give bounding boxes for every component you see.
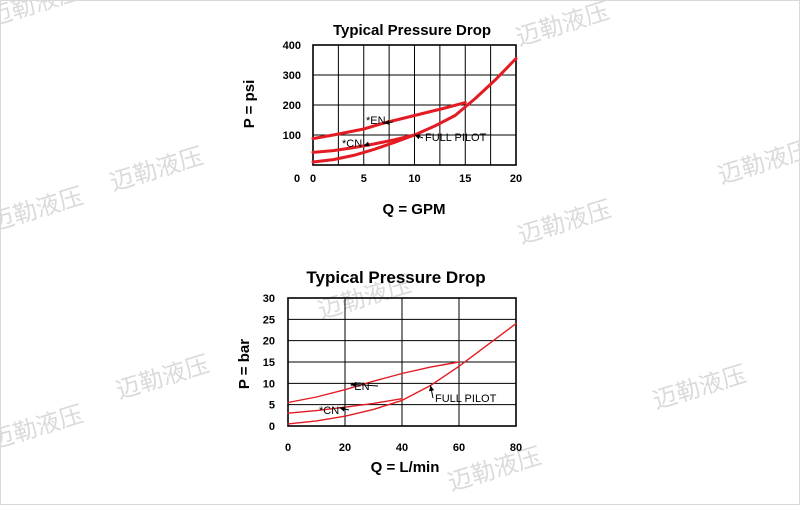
annotation-label: *CN [342, 138, 362, 150]
watermark: 迈勒液压 [113, 350, 213, 405]
y-tick-label: 0 [269, 421, 275, 433]
watermark: 迈勒液压 [513, 1, 613, 52]
watermark: 迈勒液压 [650, 360, 750, 415]
x-axis-label: Q = L/min [371, 459, 440, 476]
annotation-label: *CN [319, 405, 339, 417]
plot-frame [287, 297, 517, 427]
x-axis-label: Q = GPM [383, 201, 446, 218]
y-tick-label: 400 [283, 40, 301, 52]
annotation-arrowhead [350, 381, 357, 388]
bar-chart: Typical Pressure Drop 0 20 40 60 80 0 5 10 15 20 25… [236, 268, 522, 476]
plot-frame [312, 44, 517, 166]
x-tick-label: 60 [453, 442, 465, 454]
watermark: 迈勒液压 [1, 182, 87, 237]
y-tick-label: 25 [263, 314, 275, 326]
series-line-en [287, 361, 460, 404]
x-tick-label: 10 [408, 173, 420, 185]
y-tick-label: 100 [283, 130, 301, 142]
x-tick-label: 0 [310, 173, 316, 185]
y-axis-label: P = bar [236, 339, 253, 389]
x-tick-label: 80 [510, 442, 522, 454]
series-line-fullpilot [287, 322, 517, 425]
y-tick-label: 200 [283, 100, 301, 112]
x-tick-label: 15 [459, 173, 471, 185]
annotation-arrowhead [429, 385, 435, 392]
watermark: 迈勒液压 [107, 142, 207, 197]
watermark: 迈勒液压 [1, 400, 87, 455]
watermark: 迈勒液压 [715, 135, 799, 190]
annotation-label: *EN [350, 381, 370, 393]
x-tick-label: 0 [285, 442, 291, 454]
watermark: 迈勒液压 [1, 1, 85, 32]
x-tick-label: 20 [339, 442, 351, 454]
watermark: 迈勒液压 [515, 195, 615, 250]
psi-chart: Typical Pressure Drop 0 5 10 15 20 100 200 300 40… [241, 22, 522, 218]
chart-title: Typical Pressure Drop [333, 22, 491, 39]
y-tick-label: 15 [263, 357, 275, 369]
annotation-arrowhead [414, 134, 421, 140]
y-axis-label: P = psi [241, 80, 258, 129]
annotation-label: FULL PILOT [435, 393, 497, 405]
series-line-cn [287, 398, 403, 414]
x-tick-label: 5 [361, 173, 367, 185]
annotation-arrowhead [339, 406, 346, 412]
annotation-arrowhead [363, 141, 370, 147]
chart-title: Typical Pressure Drop [306, 268, 485, 287]
x-tick-label: 20 [510, 173, 522, 185]
y-tick-label: 10 [263, 378, 275, 390]
y-tick-label: 20 [263, 336, 275, 348]
x-tick-label: 40 [396, 442, 408, 454]
annotation-label: *EN [366, 115, 386, 127]
y-tick-label: 300 [283, 70, 301, 82]
origin-tick-label: 0 [294, 173, 300, 185]
y-tick-label: 5 [269, 400, 275, 412]
annotation-arrowhead [384, 119, 390, 125]
annotation-label: FULL PILOT [425, 132, 487, 144]
y-tick-label: 30 [263, 293, 275, 305]
